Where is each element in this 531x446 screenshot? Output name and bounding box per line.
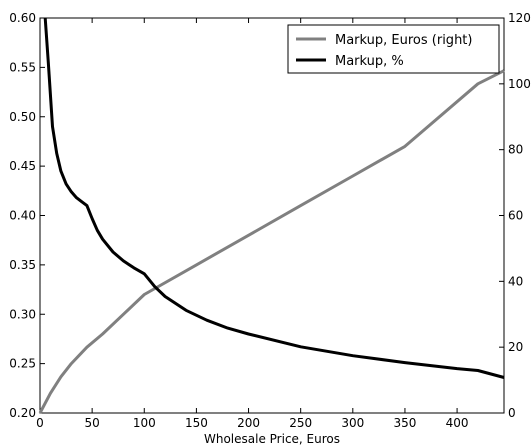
plot-frame	[39, 17, 505, 414]
y-right-axis-ticks: 0 20 40 60 80 100 120	[499, 11, 531, 420]
y-left-tick-label: 0.60	[9, 11, 36, 25]
x-tick-label: 0	[36, 416, 44, 430]
x-tick-label: 50	[84, 416, 99, 430]
y-left-tick-label: 0.30	[9, 307, 36, 321]
y-left-tick-label: 0.40	[9, 209, 36, 223]
x-axis-ticks: 0 50 100 150 200 250 300 350 400	[36, 18, 469, 430]
y-right-tick-label: 80	[508, 143, 523, 157]
y-right-tick-label: 100	[508, 77, 531, 91]
legend-label-markup-percent: Markup, %	[335, 54, 404, 69]
y-right-tick-label: 60	[508, 209, 523, 223]
y-left-tick-label: 0.20	[9, 406, 36, 420]
legend-label-markup-euros: Markup, Euros (right)	[335, 33, 472, 48]
y-right-tick-label: 0	[508, 406, 516, 420]
legend: Markup, Euros (right) Markup, %	[287, 24, 500, 74]
x-axis-label: Wholesale Price, Euros	[204, 432, 340, 446]
y-left-tick-label: 0.50	[9, 110, 36, 124]
series-line-markup-euros	[38, 69, 505, 414]
legend-box	[287, 24, 500, 74]
y-left-axis-ticks: 0.20 0.25 0.30 0.35 0.40 0.45 0.50 0.55 0.60	[9, 11, 45, 420]
y-left-tick-label: 0.55	[9, 60, 36, 74]
y-right-tick-label: 120	[508, 11, 531, 25]
y-left-tick-label: 0.45	[9, 159, 36, 173]
x-tick-label: 100	[133, 416, 156, 430]
series-layer	[38, 17, 505, 414]
x-tick-label: 350	[393, 416, 416, 430]
series-line-markup-percent	[43, 17, 505, 379]
y-left-tick-label: 0.35	[9, 258, 36, 272]
y-left-tick-label: 0.25	[9, 357, 36, 371]
y-right-tick-label: 20	[508, 340, 523, 354]
x-tick-label: 300	[341, 416, 364, 430]
x-tick-label: 250	[289, 416, 312, 430]
x-tick-label: 200	[237, 416, 260, 430]
x-tick-label: 150	[185, 416, 208, 430]
y-right-tick-label: 40	[508, 274, 523, 288]
x-tick-label: 400	[446, 416, 469, 430]
